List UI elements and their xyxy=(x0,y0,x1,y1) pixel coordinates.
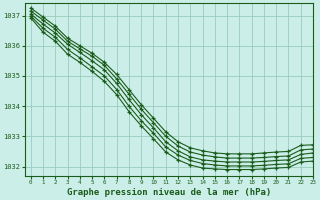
X-axis label: Graphe pression niveau de la mer (hPa): Graphe pression niveau de la mer (hPa) xyxy=(67,188,271,197)
